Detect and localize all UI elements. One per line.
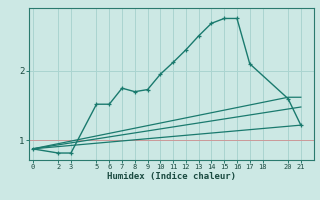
X-axis label: Humidex (Indice chaleur): Humidex (Indice chaleur) xyxy=(107,172,236,181)
